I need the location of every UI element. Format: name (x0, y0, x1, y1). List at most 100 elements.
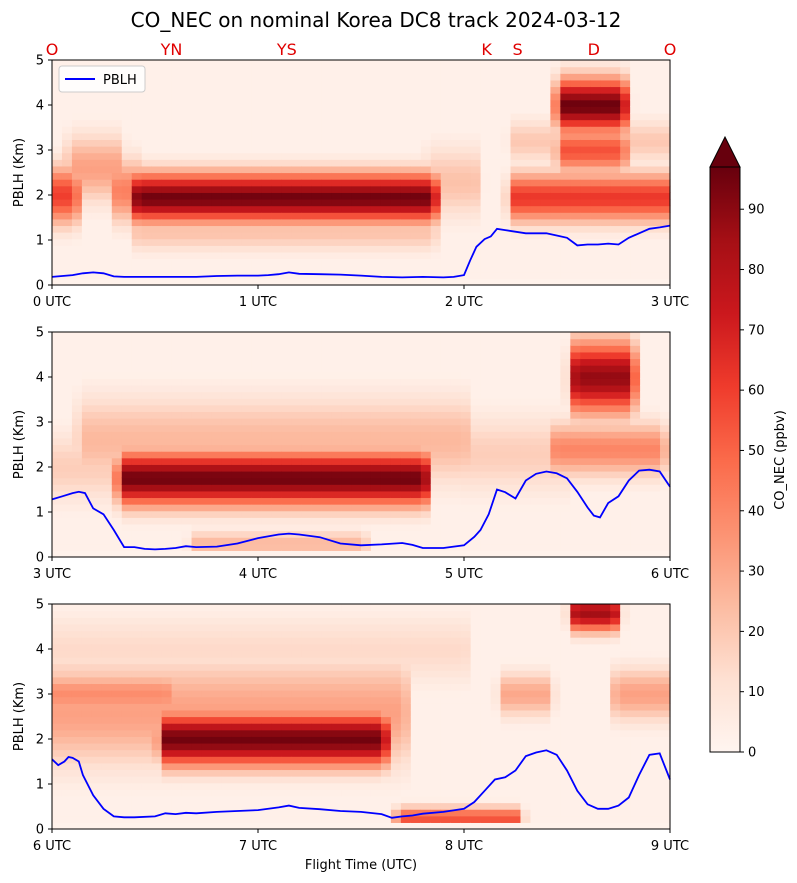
heatmap-cell (131, 60, 143, 68)
heatmap-cell (52, 126, 63, 134)
heatmap-cell (191, 126, 203, 134)
heatmap-cell (251, 643, 262, 651)
heatmap-cell (500, 351, 512, 360)
heatmap-cell (191, 106, 203, 114)
heatmap-cell (660, 126, 671, 134)
heatmap-cell (241, 411, 252, 419)
heatmap-cell (301, 537, 312, 545)
heatmap-cell (450, 537, 462, 545)
heatmap-cell (630, 86, 641, 94)
heatmap-cell (291, 271, 302, 279)
heatmap-cell (520, 464, 532, 472)
heatmap-cell (261, 112, 272, 121)
heatmap-cell (390, 484, 402, 492)
heatmap-cell (420, 358, 432, 366)
heatmap-cell (131, 517, 143, 525)
heatmap-cell (271, 550, 282, 558)
heatmap-cell (520, 332, 532, 340)
heatmap-cell (261, 537, 272, 545)
heatmap-cell (121, 218, 133, 227)
heatmap-cell (151, 139, 163, 147)
heatmap-cell (251, 756, 262, 764)
heatmap-cell (241, 60, 252, 68)
heatmap-cell (640, 504, 651, 512)
heatmap-cell (620, 418, 631, 426)
heatmap-cell (181, 132, 193, 141)
heatmap-cell (81, 165, 93, 174)
heatmap-cell (261, 132, 272, 141)
heatmap-cell (141, 119, 153, 127)
heatmap-cell (251, 232, 262, 240)
heatmap-cell (201, 789, 213, 797)
heatmap-cell (410, 484, 422, 492)
heatmap-cell (141, 756, 153, 764)
heatmap-cell (380, 444, 392, 452)
heatmap-cell (560, 198, 571, 207)
heatmap-cell (161, 60, 173, 68)
heatmap-cell (201, 139, 213, 147)
heatmap-cell (91, 690, 103, 698)
heatmap-cell (321, 172, 332, 180)
heatmap-cell (530, 179, 542, 187)
heatmap-cell (390, 132, 402, 141)
heatmap-cell (540, 391, 551, 399)
heatmap-cell (361, 437, 372, 446)
heatmap-cell (141, 610, 153, 618)
heatmap-cell (301, 371, 312, 379)
heatmap-cell (161, 543, 173, 551)
heatmap-cell (121, 510, 133, 518)
heatmap-cell (191, 251, 203, 260)
heatmap-cell (660, 530, 671, 538)
heatmap-cell (221, 179, 233, 187)
heatmap-cell (450, 523, 462, 532)
heatmap-cell (450, 258, 462, 266)
heatmap-cell (61, 477, 73, 485)
heatmap-cell (261, 338, 272, 346)
heatmap-cell (141, 696, 153, 704)
heatmap-cell (440, 278, 452, 286)
heatmap-cell (580, 238, 591, 246)
heatmap-cell (480, 238, 492, 246)
heatmap-cell (181, 93, 193, 101)
heatmap-cell (251, 86, 262, 94)
heatmap-cell (650, 271, 661, 279)
heatmap-cell (81, 278, 93, 286)
heatmap-cell (231, 756, 242, 764)
heatmap-cell (440, 470, 452, 479)
heatmap-cell (630, 66, 641, 74)
heatmap-cell (610, 351, 621, 360)
heatmap-cell (540, 504, 551, 512)
heatmap-cell (161, 245, 173, 253)
heatmap-cell (620, 159, 631, 167)
chart-title: CO_NEC on nominal Korea DC8 track 2024-0… (131, 8, 622, 32)
heatmap-cell (341, 152, 352, 160)
heatmap-cell (131, 477, 143, 485)
heatmap-cell (460, 159, 472, 167)
heatmap-cell (201, 245, 213, 253)
heatmap-cell (81, 762, 93, 771)
heatmap-cell (640, 159, 651, 167)
heatmap-cell (400, 332, 412, 340)
heatmap-cell (540, 73, 551, 81)
heatmap-cell (201, 185, 213, 193)
heatmap-cell (600, 464, 611, 472)
heatmap-cell (171, 729, 183, 737)
heatmap-cell (630, 497, 641, 505)
heatmap-cell (171, 365, 183, 373)
heatmap-cell (231, 736, 242, 744)
heatmap-cell (241, 444, 252, 452)
heatmap-cell (181, 789, 193, 797)
heatmap-cell (450, 358, 462, 366)
heatmap-cell (91, 424, 103, 432)
heatmap-cell (91, 139, 103, 147)
heatmap-cell (390, 470, 402, 479)
heatmap-cell (231, 762, 242, 771)
heatmap-cell (610, 232, 621, 240)
heatmap-cell (52, 225, 63, 233)
heatmap-cell (440, 378, 452, 386)
heatmap-cell (440, 457, 452, 465)
heatmap-cell (570, 537, 581, 545)
heatmap-cell (390, 238, 402, 246)
heatmap-cell (171, 690, 183, 698)
heatmap-cell (600, 60, 611, 68)
